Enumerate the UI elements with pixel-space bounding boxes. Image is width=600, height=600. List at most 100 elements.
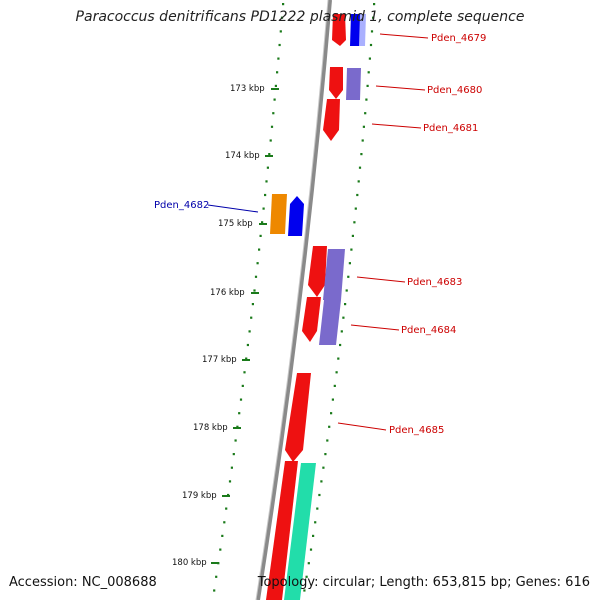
outer-dotted-track-dot bbox=[364, 112, 367, 115]
outer-dotted-track-dot bbox=[312, 534, 315, 537]
inner-dotted-track-dot bbox=[241, 384, 244, 387]
outer-dotted-track-dot bbox=[361, 139, 364, 142]
gene-label-pden-4680[interactable]: Pden_4680 bbox=[427, 85, 482, 96]
gene-feature-pden-4683-purple[interactable] bbox=[323, 249, 345, 300]
outer-dotted-track-dot bbox=[357, 180, 360, 183]
outer-dotted-track-dot bbox=[360, 153, 363, 156]
inner-dotted-track-dot bbox=[219, 548, 222, 551]
gene-feature-pden-4679-light bbox=[359, 14, 366, 46]
outer-dotted-track-dot bbox=[365, 98, 368, 101]
outer-dotted-track-dot bbox=[350, 248, 353, 251]
backbone-line bbox=[256, 0, 332, 600]
inner-dotted-track-dot bbox=[251, 303, 254, 306]
inner-dotted-track-dot bbox=[277, 57, 280, 60]
inner-dotted-track-dot bbox=[279, 30, 282, 33]
inner-dotted-track-dot bbox=[225, 507, 228, 510]
outer-dotted-track-dot bbox=[366, 84, 369, 87]
tick-label-174: 174 kbp bbox=[225, 151, 260, 161]
outer-dotted-track-dot bbox=[331, 398, 334, 401]
inner-dotted-track-dot bbox=[232, 453, 235, 456]
outer-dotted-track-dot bbox=[351, 234, 354, 237]
outer-dotted-track-dot bbox=[345, 289, 348, 292]
outer-dotted-track-dot bbox=[347, 275, 350, 278]
inner-dotted-track-dot bbox=[269, 139, 272, 142]
topology-stats-text: Topology: circular; Length: 653,815 bp; … bbox=[257, 575, 590, 590]
outer-dotted-track-dot bbox=[303, 589, 306, 592]
tick-label-178: 178 kbp bbox=[193, 423, 228, 433]
outer-dotted-track-dot bbox=[344, 303, 347, 306]
leader-line-pden-4682 bbox=[207, 204, 259, 213]
gene-feature-pden-4682-blue[interactable] bbox=[288, 196, 304, 236]
gene-feature-pden-4684-purple[interactable] bbox=[319, 300, 341, 345]
outer-dotted-track-dot bbox=[328, 425, 331, 428]
gene-feature-pden-4683[interactable] bbox=[308, 246, 327, 297]
inner-dotted-track-dot bbox=[264, 193, 267, 197]
inner-dotted-track-dot bbox=[234, 439, 237, 442]
gene-label-pden-4682[interactable]: Pden_4682 bbox=[154, 200, 209, 211]
inner-dotted-track-dot bbox=[228, 480, 232, 483]
outer-dotted-track-dot bbox=[333, 384, 336, 387]
outer-dotted-track-dot bbox=[335, 371, 338, 374]
outer-dotted-track-dot bbox=[362, 125, 365, 128]
inner-dotted-track-dot bbox=[245, 357, 248, 360]
gene-features bbox=[266, 14, 366, 600]
outer-dotted-track-dot bbox=[316, 507, 319, 510]
inner-dotted-track-dot bbox=[262, 207, 265, 210]
outer-dotted-track-dot bbox=[326, 439, 329, 442]
gene-feature-pden-4685[interactable] bbox=[285, 373, 311, 462]
outer-dotted-track-dot bbox=[318, 493, 321, 497]
inner-dotted-track-dot bbox=[238, 412, 241, 415]
inner-dotted-track-dot bbox=[213, 589, 216, 592]
gene-labels: Pden_4679 Pden_4680 Pden_4681 Pden_4682 … bbox=[154, 33, 486, 436]
inner-dotted-track-dot bbox=[256, 262, 259, 265]
leader-line-pden-4685 bbox=[337, 422, 387, 431]
gene-label-pden-4681[interactable]: Pden_4681 bbox=[423, 123, 478, 134]
outer-dotted-track-dot bbox=[372, 16, 375, 19]
gene-feature-pden-4679[interactable] bbox=[332, 14, 346, 46]
gene-label-pden-4683[interactable]: Pden_4683 bbox=[407, 277, 462, 288]
outer-dotted-track-dot bbox=[305, 575, 308, 578]
inner-dotted-track-dot bbox=[253, 289, 256, 292]
inner-dotted-track-dot bbox=[265, 180, 268, 183]
leader-line-pden-4681 bbox=[371, 123, 422, 129]
inner-dotted-track-dot bbox=[280, 16, 284, 19]
inner-dotted-track-dot bbox=[278, 43, 281, 47]
outer-dotted-track-dot bbox=[307, 562, 310, 565]
inner-dotted-track-dot bbox=[246, 343, 249, 347]
inner-dotted-track-dot bbox=[274, 84, 277, 87]
gene-label-pden-4684[interactable]: Pden_4684 bbox=[401, 325, 456, 336]
inner-dotted-track-dot bbox=[276, 71, 279, 74]
leader-line-pden-4683 bbox=[356, 276, 406, 283]
inner-dotted-track-dot bbox=[268, 153, 271, 156]
inner-dotted-track-dot bbox=[282, 3, 285, 6]
gene-feature-pden-4681[interactable] bbox=[323, 99, 340, 141]
outer-dotted-track-dot bbox=[348, 262, 351, 265]
inner-dotted-track-dot bbox=[273, 98, 276, 101]
gene-feature-pden-4680[interactable] bbox=[329, 67, 343, 99]
gene-label-pden-4679[interactable]: Pden_4679 bbox=[431, 33, 486, 44]
inner-dotted-track-dot bbox=[221, 534, 224, 537]
leader-line-pden-4684 bbox=[350, 324, 400, 331]
inner-dotted-track-dot bbox=[243, 371, 246, 374]
gene-feature-lower-green[interactable] bbox=[284, 463, 316, 600]
tick-label-177: 177 kbp bbox=[202, 355, 237, 365]
inner-dotted-track-dot bbox=[250, 316, 253, 319]
outer-dotted-track-dot bbox=[354, 207, 357, 210]
outer-dotted-track-dot bbox=[309, 548, 313, 551]
tick-label-173: 173 kbp bbox=[230, 84, 265, 94]
gene-feature-pden-4684[interactable] bbox=[302, 297, 321, 342]
gene-label-pden-4685[interactable]: Pden_4685 bbox=[389, 425, 444, 436]
leader-lines bbox=[207, 33, 429, 431]
leader-line-pden-4679 bbox=[379, 33, 429, 39]
outer-dotted-track-dot bbox=[330, 412, 333, 415]
backbone-highlight bbox=[255, 0, 329, 600]
outer-dotted-track-dot bbox=[314, 521, 317, 524]
inner-dotted-track-dot bbox=[261, 221, 264, 224]
gene-feature-lower-red[interactable] bbox=[266, 461, 298, 600]
outer-dotted-track-dot bbox=[370, 30, 374, 33]
gene-feature-pden-4680-purple[interactable] bbox=[346, 68, 361, 100]
gene-feature-pden-4682-orange[interactable] bbox=[270, 194, 287, 234]
inner-dotted-track-dot bbox=[266, 166, 269, 169]
inner-dotted-track-dot bbox=[248, 330, 251, 333]
